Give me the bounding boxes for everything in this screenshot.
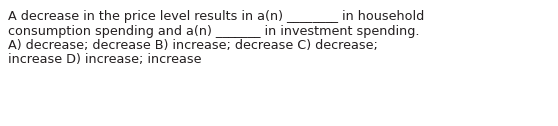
Text: A decrease in the price level results in a(n) ________ in household: A decrease in the price level results in… xyxy=(8,10,424,23)
Text: A) decrease; decrease B) increase; decrease C) decrease;: A) decrease; decrease B) increase; decre… xyxy=(8,39,378,52)
Text: consumption spending and a(n) _______ in investment spending.: consumption spending and a(n) _______ in… xyxy=(8,24,420,38)
Text: increase D) increase; increase: increase D) increase; increase xyxy=(8,54,201,67)
